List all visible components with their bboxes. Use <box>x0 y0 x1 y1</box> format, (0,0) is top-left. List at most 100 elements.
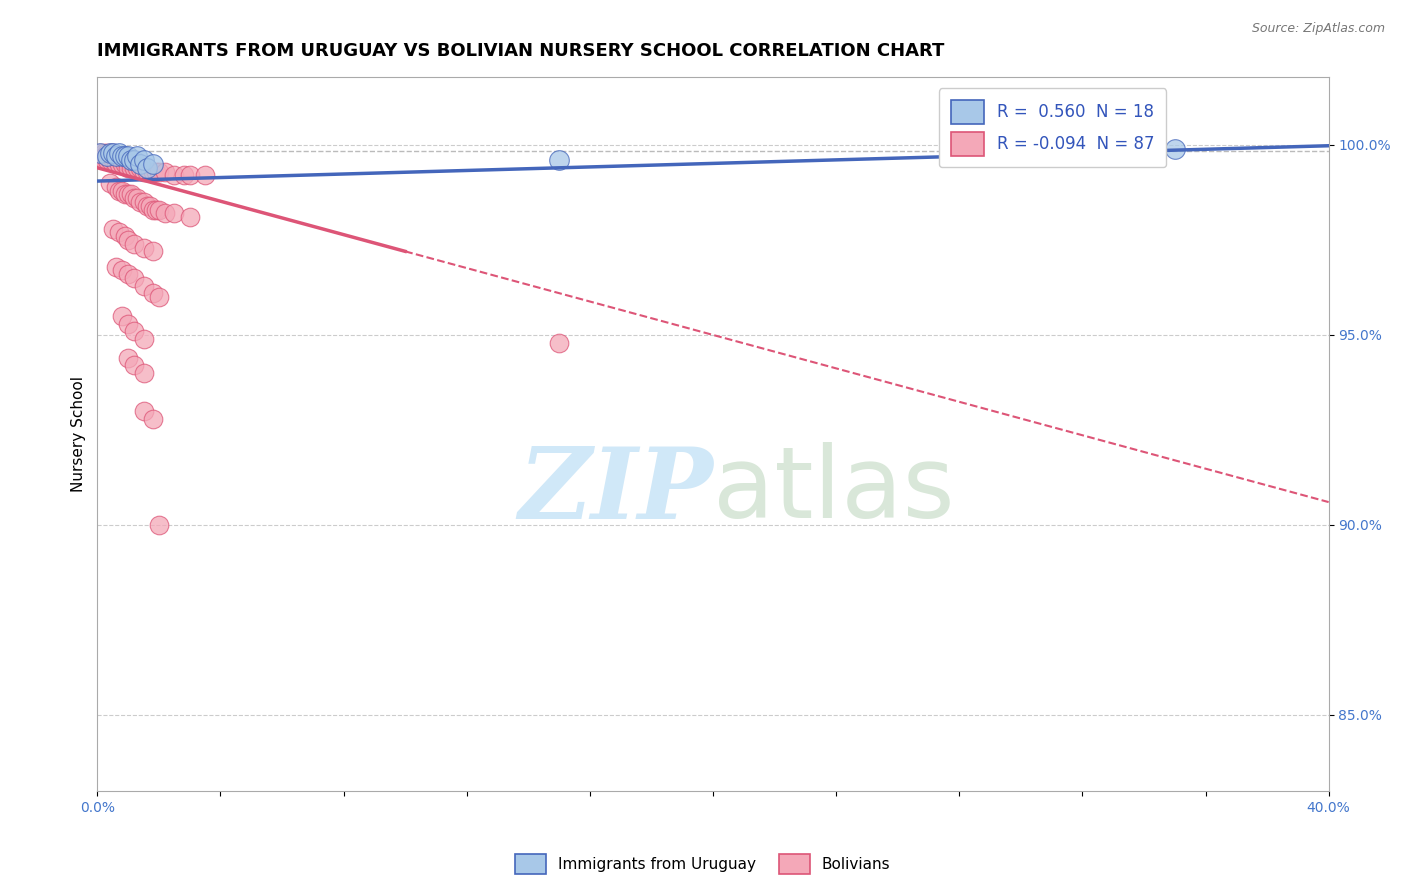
Point <box>114 157 136 171</box>
Point <box>142 244 165 259</box>
Point <box>117 351 139 365</box>
Point <box>145 164 167 178</box>
Point <box>179 169 201 183</box>
Point <box>148 202 170 217</box>
Point <box>104 149 127 163</box>
Point <box>120 157 142 171</box>
Point <box>104 153 127 168</box>
Point <box>101 221 124 235</box>
Point <box>132 194 155 209</box>
Point <box>117 267 139 281</box>
Point <box>114 153 136 168</box>
Point <box>101 153 124 168</box>
Point <box>148 290 170 304</box>
Point <box>108 225 131 239</box>
Point <box>104 157 127 171</box>
Point <box>117 317 139 331</box>
Legend: R =  0.560  N = 18, R = -0.094  N = 87: R = 0.560 N = 18, R = -0.094 N = 87 <box>939 88 1167 168</box>
Point <box>124 191 146 205</box>
Point <box>111 184 134 198</box>
Point <box>104 260 127 274</box>
Point <box>548 335 571 350</box>
Point <box>96 153 118 168</box>
Point <box>101 145 124 160</box>
Point <box>111 149 134 163</box>
Point <box>148 517 170 532</box>
Point <box>114 229 136 244</box>
Text: Source: ZipAtlas.com: Source: ZipAtlas.com <box>1251 22 1385 36</box>
Point <box>129 157 152 171</box>
Point <box>124 359 146 373</box>
Point <box>124 153 146 168</box>
Point <box>114 149 136 163</box>
Point <box>98 149 121 163</box>
Point <box>120 187 142 202</box>
Point <box>111 309 134 323</box>
Point <box>129 161 152 175</box>
Point <box>114 187 136 202</box>
Point <box>179 210 201 224</box>
Point <box>548 153 571 168</box>
Point <box>96 149 118 163</box>
Point <box>138 199 160 213</box>
Point <box>135 164 157 178</box>
Point <box>120 153 142 168</box>
Point <box>127 149 149 163</box>
Point <box>108 149 131 163</box>
Point <box>120 161 142 175</box>
Point <box>117 149 139 163</box>
Point <box>142 164 165 178</box>
Point <box>108 184 131 198</box>
Legend: Immigrants from Uruguay, Bolivians: Immigrants from Uruguay, Bolivians <box>509 848 897 880</box>
Point <box>194 169 217 183</box>
Point <box>142 157 165 171</box>
Point <box>132 278 155 293</box>
Point <box>96 145 118 160</box>
Point <box>101 149 124 163</box>
Point <box>142 411 165 425</box>
Point <box>132 366 155 380</box>
Point <box>145 202 167 217</box>
Point <box>132 153 155 168</box>
Point <box>104 179 127 194</box>
Point <box>173 169 195 183</box>
Point <box>111 157 134 171</box>
Point <box>124 271 146 285</box>
Point <box>129 194 152 209</box>
Point <box>1164 142 1187 156</box>
Text: IMMIGRANTS FROM URUGUAY VS BOLIVIAN NURSERY SCHOOL CORRELATION CHART: IMMIGRANTS FROM URUGUAY VS BOLIVIAN NURS… <box>97 42 945 60</box>
Point <box>117 233 139 247</box>
Point <box>163 169 186 183</box>
Point <box>132 404 155 418</box>
Point <box>127 161 149 175</box>
Point <box>124 161 146 175</box>
Point <box>124 236 146 251</box>
Point <box>108 153 131 168</box>
Point <box>89 149 111 163</box>
Point <box>96 149 118 163</box>
Point <box>98 145 121 160</box>
Point <box>117 161 139 175</box>
Point <box>108 157 131 171</box>
Point <box>135 199 157 213</box>
Point <box>98 145 121 160</box>
Point <box>101 145 124 160</box>
Point <box>89 145 111 160</box>
Point <box>124 324 146 338</box>
Point <box>142 286 165 301</box>
Text: atlas: atlas <box>713 442 955 540</box>
Point <box>153 164 176 178</box>
Point <box>93 153 115 168</box>
Point <box>93 145 115 160</box>
Point <box>93 149 115 163</box>
Point <box>98 153 121 168</box>
Point <box>132 241 155 255</box>
Point <box>104 149 127 163</box>
Point <box>135 161 157 175</box>
Point <box>132 164 155 178</box>
Point <box>132 332 155 346</box>
Y-axis label: Nursery School: Nursery School <box>72 376 86 491</box>
Point <box>108 145 131 160</box>
Point <box>111 153 134 168</box>
Point <box>89 145 111 160</box>
